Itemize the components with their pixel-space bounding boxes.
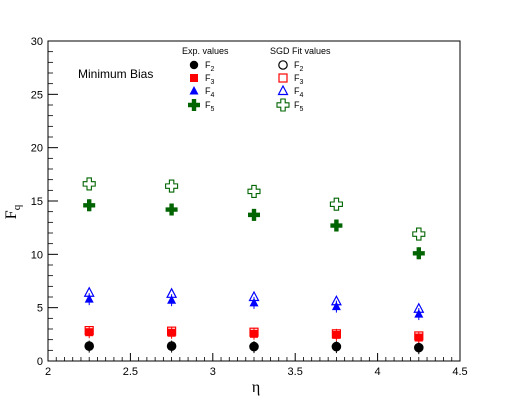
legend-marker-fit-f4 xyxy=(277,84,289,96)
y-tick-label: 15 xyxy=(31,196,43,208)
data-point-exp-f5 xyxy=(165,203,178,216)
data-point-fit-f5 xyxy=(329,197,343,211)
annotation-label: Minimum Bias xyxy=(78,67,153,81)
data-point-exp-f4 xyxy=(84,294,94,303)
data-point-fit-f3 xyxy=(167,326,177,336)
legend-entry-exp-f4: F4 xyxy=(205,86,215,99)
data-point-exp-f3 xyxy=(332,330,341,339)
data-point-exp-f5 xyxy=(83,199,96,212)
data-point-fit-f3 xyxy=(331,329,341,339)
legend-entry-exp-f5: F5 xyxy=(205,100,215,113)
legend-entry-fit-f3: F3 xyxy=(294,73,304,86)
data-point-exp-f5 xyxy=(412,247,425,260)
data-point-fit-f3 xyxy=(249,327,259,337)
data-point-fit-f4 xyxy=(248,290,260,302)
data-point-fit-f5 xyxy=(165,179,179,193)
legend-header-fit: SGD Fit values xyxy=(270,46,331,56)
legend-marker-exp-f4 xyxy=(189,86,199,95)
y-tick-label: 0 xyxy=(37,356,43,368)
data-point-fit-f3 xyxy=(414,331,424,341)
legend-marker-fit-f3 xyxy=(278,73,288,83)
legend-entry-fit-f5: F5 xyxy=(294,100,304,113)
legend-marker-exp-f3 xyxy=(190,74,198,82)
x-tick-label: 3.5 xyxy=(288,366,303,378)
y-tick-label: 5 xyxy=(37,303,43,315)
y-tick-label: 20 xyxy=(31,143,43,155)
legend-entry-sub: 4 xyxy=(300,92,304,99)
data-point-exp-f3 xyxy=(414,333,423,342)
legend-entry-name: F xyxy=(205,100,211,110)
legend-entry-exp-f2: F2 xyxy=(205,60,215,73)
data-point-exp-f5 xyxy=(330,219,343,232)
data-point-exp-f4 xyxy=(414,309,424,318)
data-point-exp-f2 xyxy=(414,344,423,353)
legend-entry-name: F xyxy=(294,86,300,96)
data-point-fit-f2 xyxy=(413,342,424,353)
data-point-fit-f5 xyxy=(412,227,426,241)
data-point-exp-f3 xyxy=(250,329,258,338)
legend-entry-name: F xyxy=(205,60,211,70)
data-point-fit-f5 xyxy=(247,184,261,198)
data-point-exp-f2 xyxy=(167,342,176,351)
data-point-exp-f2 xyxy=(85,342,94,351)
data-point-fit-f2 xyxy=(249,341,259,352)
data-point-exp-f3 xyxy=(167,328,176,337)
x-axis-title: η xyxy=(252,379,260,396)
legend-entry-name: F xyxy=(205,73,211,83)
legend-marker-exp-f5 xyxy=(188,99,200,111)
y-axis-title-sub: q xyxy=(11,204,23,210)
legend-marker-fit-f5 xyxy=(276,98,290,112)
legend-marker-fit-f2 xyxy=(278,60,288,70)
data-point-fit-f4 xyxy=(166,287,178,298)
x-tick-label: 2 xyxy=(45,366,51,378)
x-tick-label: 4 xyxy=(375,366,381,378)
y-tick-label: 30 xyxy=(31,36,43,48)
data-point-fit-f4 xyxy=(330,294,342,306)
legend-entry-name: F xyxy=(294,100,300,110)
data-point-fit-f4 xyxy=(413,302,425,313)
y-axis-title-main: F xyxy=(3,210,20,219)
legend-entry-sub: 3 xyxy=(300,79,304,86)
legend-entry-sub: 2 xyxy=(211,66,215,73)
legend-entry-sub: 4 xyxy=(211,92,215,99)
data-point-exp-f2 xyxy=(249,342,259,352)
y-axis-title: Fq xyxy=(3,204,23,219)
x-tick-label: 2.5 xyxy=(123,366,138,378)
y-tick-label: 25 xyxy=(31,89,43,101)
legend-entry-sub: 5 xyxy=(300,106,304,113)
data-marks xyxy=(82,177,426,355)
legend-entry-sub: 2 xyxy=(300,66,304,73)
legend-entry-name: F xyxy=(294,60,300,70)
x-tick-label: 4.5 xyxy=(452,366,467,378)
data-point-fit-f2 xyxy=(166,341,177,351)
legend-entry-fit-f4: F4 xyxy=(294,86,304,99)
data-point-exp-f3 xyxy=(85,328,94,337)
legend-entry-sub: 3 xyxy=(211,79,215,86)
data-point-fit-f4 xyxy=(83,286,95,297)
x-tick-label: 3 xyxy=(210,366,216,378)
data-point-fit-f2 xyxy=(84,341,94,351)
legend-entry-name: F xyxy=(294,73,300,83)
legend-entry-name: F xyxy=(205,86,211,96)
data-point-fit-f5 xyxy=(82,177,96,191)
data-point-exp-f4 xyxy=(331,301,341,311)
legend-marker-exp-f2 xyxy=(189,60,199,70)
data-point-exp-f5 xyxy=(248,208,260,221)
data-point-exp-f4 xyxy=(249,297,259,307)
data-point-fit-f2 xyxy=(331,341,342,352)
legend-entry-exp-f3: F3 xyxy=(205,73,215,86)
legend-header-exp: Exp. values xyxy=(182,46,229,56)
data-point-exp-f4 xyxy=(167,295,177,304)
legend-entry-fit-f2: F2 xyxy=(294,60,304,73)
data-point-fit-f3 xyxy=(84,326,94,336)
plot-frame xyxy=(47,40,461,362)
data-point-exp-f2 xyxy=(332,342,341,352)
y-tick-label: 10 xyxy=(31,249,43,261)
legend-entry-sub: 5 xyxy=(211,106,215,113)
legend: Exp. values SGD Fit valuesF2F3F4F5F2F3F4F… xyxy=(182,46,331,113)
